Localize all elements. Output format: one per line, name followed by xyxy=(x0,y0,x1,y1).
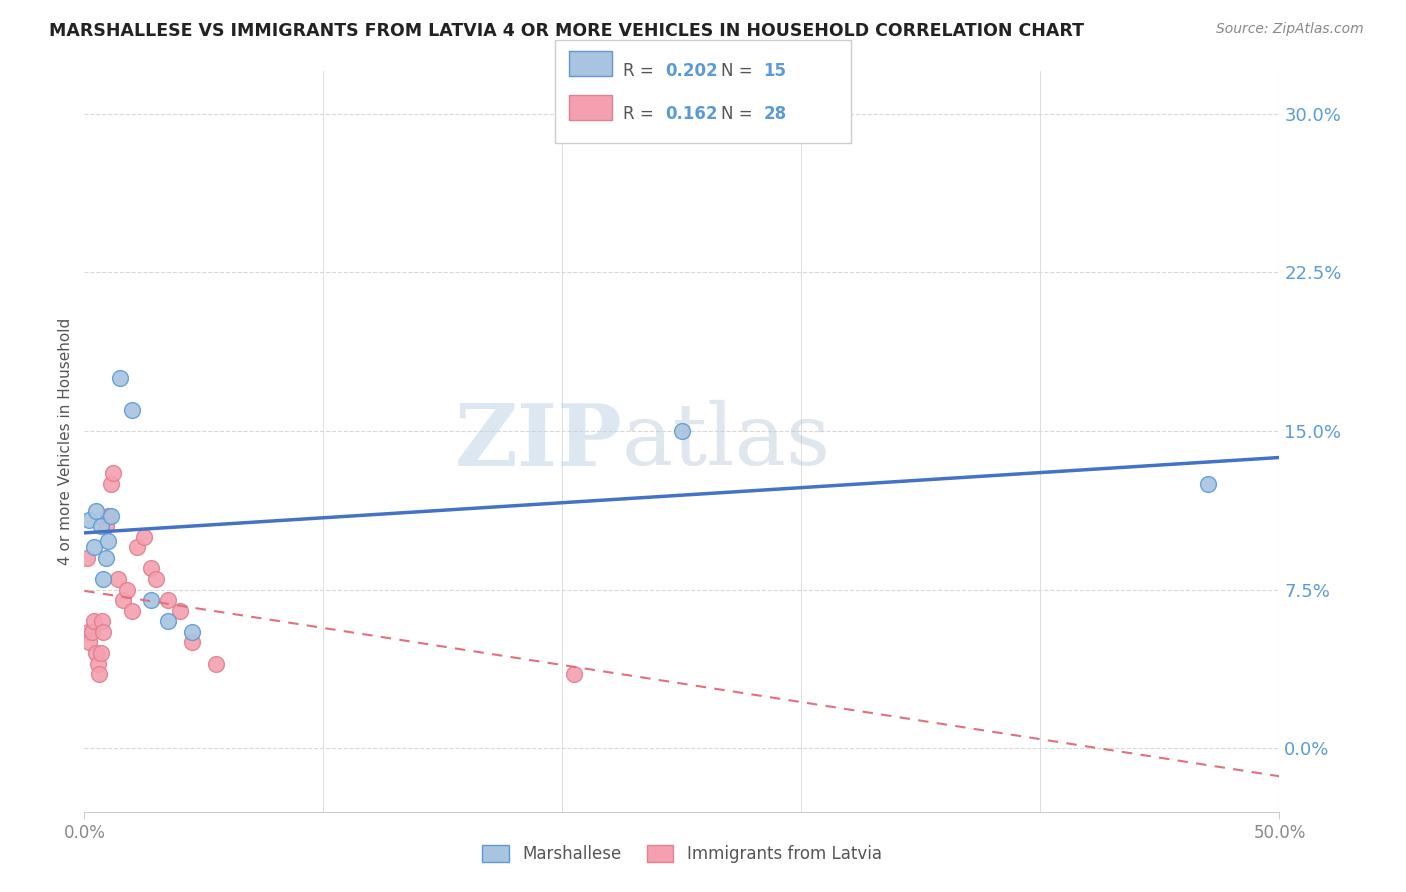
Point xyxy=(100,476,122,491)
Text: atlas: atlas xyxy=(623,400,831,483)
Point xyxy=(80,624,103,639)
Point xyxy=(91,615,114,629)
Point xyxy=(145,572,167,586)
Text: MARSHALLESE VS IMMIGRANTS FROM LATVIA 4 OR MORE VEHICLES IN HOUSEHOLD CORRELATIO: MARSHALLESE VS IMMIGRANTS FROM LATVIA 4 … xyxy=(49,22,1084,40)
Point xyxy=(132,530,156,544)
Point xyxy=(97,533,120,548)
Point xyxy=(157,593,180,607)
Point xyxy=(86,504,108,518)
Point xyxy=(90,646,112,660)
Point xyxy=(77,635,100,649)
Text: 28: 28 xyxy=(763,105,786,123)
Point xyxy=(205,657,228,671)
Point xyxy=(77,513,100,527)
Point xyxy=(169,604,191,618)
Point xyxy=(83,615,105,629)
Text: Source: ZipAtlas.com: Source: ZipAtlas.com xyxy=(1216,22,1364,37)
Point xyxy=(110,371,132,385)
Point xyxy=(100,508,122,523)
Point xyxy=(141,593,163,607)
Point xyxy=(93,572,115,586)
Point xyxy=(117,582,139,597)
Text: N =: N = xyxy=(721,105,758,123)
Text: 15: 15 xyxy=(763,62,786,80)
Point xyxy=(76,550,98,565)
Point xyxy=(77,624,100,639)
Point xyxy=(93,624,115,639)
Point xyxy=(157,615,180,629)
Point xyxy=(671,424,693,438)
Point xyxy=(181,624,204,639)
Point xyxy=(94,519,117,533)
Point xyxy=(86,657,108,671)
Text: 0.162: 0.162 xyxy=(665,105,717,123)
Point xyxy=(121,402,143,417)
Point xyxy=(141,561,163,575)
Y-axis label: 4 or more Vehicles in Household: 4 or more Vehicles in Household xyxy=(58,318,73,566)
Point xyxy=(1197,476,1219,491)
Point xyxy=(97,508,120,523)
Legend: Marshallese, Immigrants from Latvia: Marshallese, Immigrants from Latvia xyxy=(475,838,889,870)
Text: ZIP: ZIP xyxy=(454,400,623,483)
Point xyxy=(111,593,134,607)
Point xyxy=(107,572,129,586)
Point xyxy=(87,667,110,681)
Point xyxy=(90,519,112,533)
Point xyxy=(83,541,105,555)
Point xyxy=(94,550,117,565)
Point xyxy=(86,646,108,660)
Text: R =: R = xyxy=(623,62,659,80)
Point xyxy=(564,667,586,681)
Text: 0.202: 0.202 xyxy=(665,62,717,80)
Point xyxy=(101,467,124,481)
Point xyxy=(121,604,143,618)
Point xyxy=(125,541,148,555)
Text: R =: R = xyxy=(623,105,659,123)
Text: N =: N = xyxy=(721,62,758,80)
Point xyxy=(181,635,204,649)
